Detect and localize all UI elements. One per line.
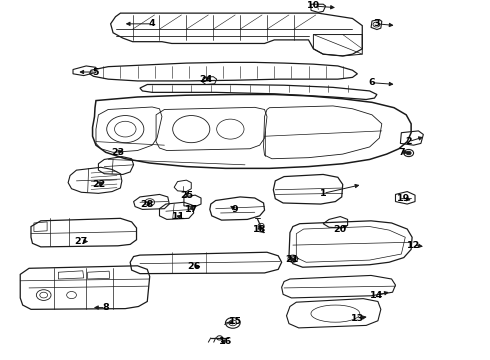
Text: 8: 8 bbox=[102, 303, 109, 312]
Circle shape bbox=[406, 151, 411, 155]
Text: 1: 1 bbox=[320, 189, 326, 198]
Text: 12: 12 bbox=[407, 240, 420, 249]
Text: 7: 7 bbox=[398, 148, 405, 157]
Text: 22: 22 bbox=[92, 180, 105, 189]
Text: 18: 18 bbox=[253, 225, 267, 234]
Text: 5: 5 bbox=[93, 68, 99, 77]
Text: 15: 15 bbox=[229, 317, 242, 326]
Text: 21: 21 bbox=[285, 255, 298, 264]
Text: 28: 28 bbox=[141, 199, 154, 208]
Text: 6: 6 bbox=[369, 78, 375, 87]
Text: 9: 9 bbox=[232, 205, 239, 214]
Text: 24: 24 bbox=[199, 75, 213, 84]
Text: 11: 11 bbox=[172, 212, 186, 221]
Text: 17: 17 bbox=[185, 205, 198, 214]
Text: 26: 26 bbox=[187, 262, 200, 271]
Text: 14: 14 bbox=[370, 291, 384, 300]
Text: 2: 2 bbox=[405, 137, 412, 146]
Text: 10: 10 bbox=[307, 1, 320, 10]
Text: 23: 23 bbox=[111, 148, 124, 157]
Text: 3: 3 bbox=[374, 19, 380, 28]
Text: 4: 4 bbox=[149, 19, 155, 28]
Text: 25: 25 bbox=[180, 191, 193, 200]
Text: 20: 20 bbox=[334, 225, 347, 234]
Text: 16: 16 bbox=[219, 337, 232, 346]
Text: 27: 27 bbox=[74, 237, 88, 246]
Text: 19: 19 bbox=[397, 194, 411, 203]
Text: 13: 13 bbox=[351, 314, 364, 323]
